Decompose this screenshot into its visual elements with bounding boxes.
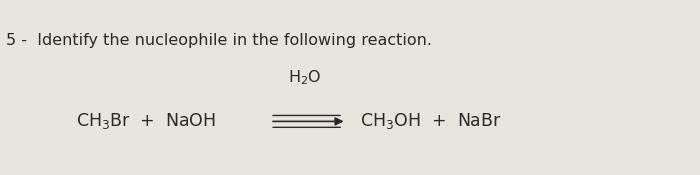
Text: $\mathregular{CH_3OH}$  +  NaBr: $\mathregular{CH_3OH}$ + NaBr bbox=[360, 111, 502, 131]
Text: $\mathregular{CH_3Br}$  +  NaOH: $\mathregular{CH_3Br}$ + NaOH bbox=[76, 111, 216, 131]
Text: $\mathregular{H_2O}$: $\mathregular{H_2O}$ bbox=[288, 68, 321, 87]
Text: 5 -  Identify the nucleophile in the following reaction.: 5 - Identify the nucleophile in the foll… bbox=[6, 33, 433, 48]
